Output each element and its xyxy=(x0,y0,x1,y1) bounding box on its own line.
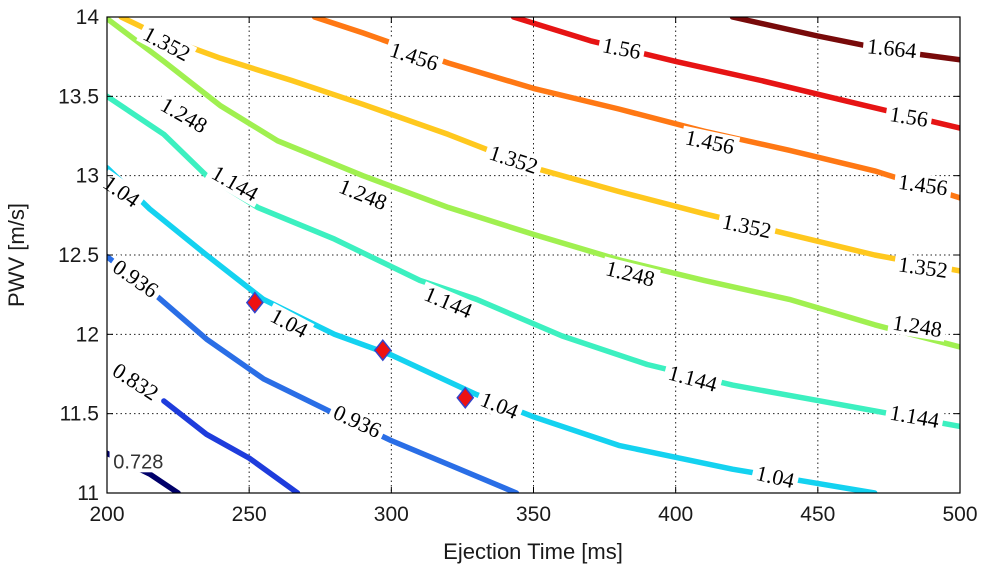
y-tick-label-6: 14 xyxy=(76,6,100,29)
contour-label-backing-0 xyxy=(109,450,168,473)
x-tick-label-1: 250 xyxy=(232,503,267,526)
x-axis-ticks: 200 250 300 350 400 450 500 xyxy=(89,17,978,526)
contour-label-backing-12 xyxy=(153,91,215,140)
contour-label-backing-14 xyxy=(599,256,661,292)
y-tick-label-0: 11 xyxy=(77,482,99,505)
x-tick-label-3: 350 xyxy=(516,503,551,526)
data-marker-0 xyxy=(245,291,264,314)
y-tick-label-3: 12.5 xyxy=(58,244,99,267)
contour-label-group-24: 1.56 xyxy=(884,101,934,132)
y-tick-label-4: 13 xyxy=(76,165,99,188)
contour-label-backing-4 xyxy=(96,169,147,214)
contour-label-backing-18 xyxy=(716,209,778,244)
contour-label-backing-22 xyxy=(892,170,954,201)
y-tick-label-5: 13.5 xyxy=(58,85,99,108)
x-tick-label-2: 300 xyxy=(374,503,409,526)
contour-label-0: 0.728 xyxy=(113,451,163,473)
grid-lines xyxy=(107,17,960,493)
contour-line-1.04 xyxy=(107,164,878,493)
x-axis-title: Ejection Time [ms] xyxy=(443,539,623,564)
contour-label-backing-16 xyxy=(136,20,198,68)
data-markers xyxy=(245,291,475,410)
contour-label-backing-25 xyxy=(862,34,922,63)
contour-label-backing-2 xyxy=(105,253,166,305)
contour-label-backing-8 xyxy=(204,159,266,208)
data-marker-2 xyxy=(456,386,475,410)
contour-label-backing-3 xyxy=(326,399,388,444)
contour-label-backing-15 xyxy=(887,311,948,342)
contour-label-backing-19 xyxy=(892,252,954,283)
contour-label-24: 1.56 xyxy=(888,101,930,132)
contour-label-backing-10 xyxy=(662,360,724,397)
contour-label-backing-7 xyxy=(750,461,801,493)
y-tick-label-2: 12 xyxy=(76,323,99,346)
contour-label-backing-13 xyxy=(332,173,394,216)
x-tick-label-6: 500 xyxy=(942,503,977,526)
contour-label-backing-21 xyxy=(679,125,741,160)
contour-label-backing-11 xyxy=(884,400,945,433)
contour-line-1.56 xyxy=(510,17,960,131)
contour-line-1.248 xyxy=(107,17,960,350)
y-axis-title: PWV [m/s] xyxy=(4,203,29,307)
contour-label-group-0: 0.728 xyxy=(109,450,168,473)
contour-line-0.832 xyxy=(161,398,301,493)
data-marker-1 xyxy=(373,338,392,362)
x-tick-label-0: 200 xyxy=(89,503,124,526)
y-axis-ticks: 11 11.5 12 12.5 13 13.5 14 xyxy=(58,6,960,505)
contour-line-1.144 xyxy=(107,93,960,430)
contour-label-group-25: 1.664 xyxy=(862,33,922,63)
x-tick-label-5: 450 xyxy=(800,503,835,526)
contour-label-backing-9 xyxy=(417,281,479,324)
contour-label-backing-1 xyxy=(105,357,166,407)
y-tick-label-1: 11.5 xyxy=(60,403,99,426)
contour-label-backing-5 xyxy=(263,302,315,344)
contour-label-backing-24 xyxy=(884,102,934,132)
contour-label-backing-17 xyxy=(482,140,545,180)
contour-line-1.664 xyxy=(729,17,960,63)
contour-label-backing-20 xyxy=(383,37,445,77)
contour-line-0.936 xyxy=(107,253,520,493)
contour-label-backing-23 xyxy=(596,33,647,64)
contour-label-backing-6 xyxy=(473,386,525,425)
x-tick-label-4: 400 xyxy=(658,503,693,526)
contour-label-group-21: 1.456 xyxy=(679,124,741,160)
contour-label-25: 1.664 xyxy=(866,33,918,63)
